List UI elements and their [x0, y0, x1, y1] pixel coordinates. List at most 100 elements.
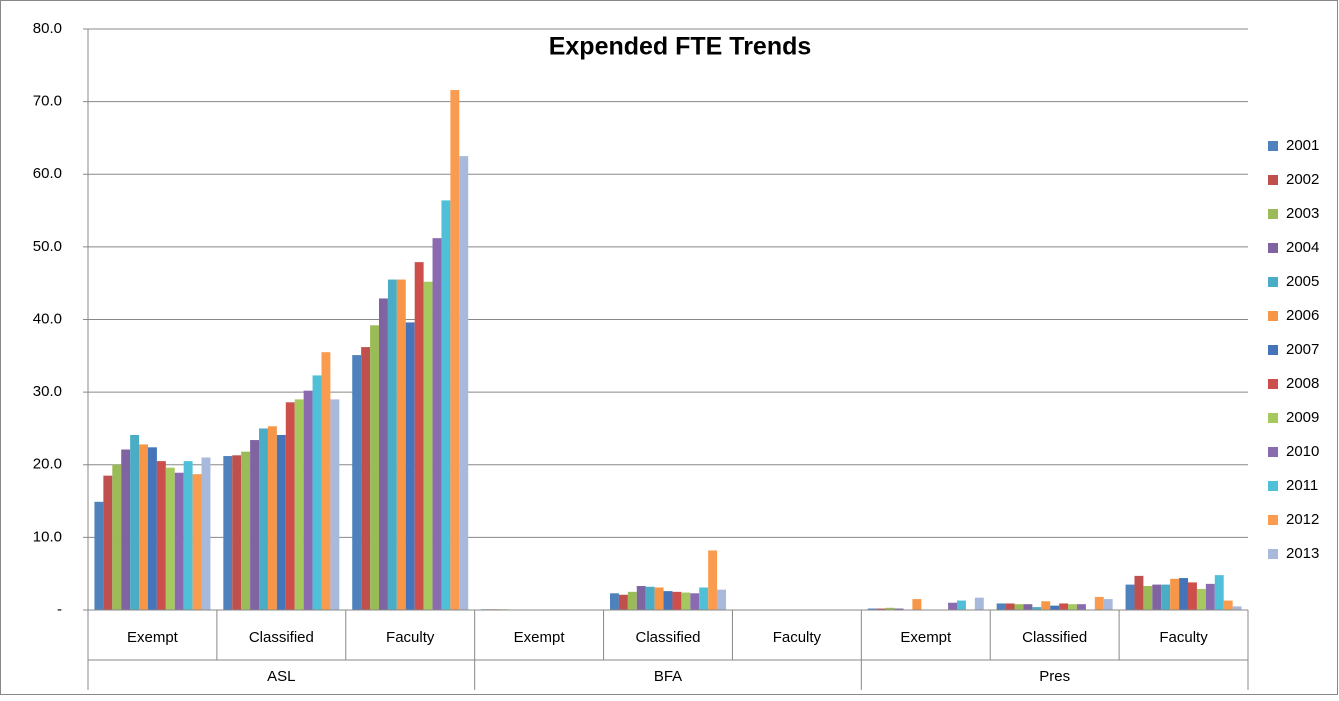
bar	[663, 591, 673, 610]
bar	[312, 375, 322, 610]
bar	[414, 262, 424, 610]
group-label: BFA	[654, 668, 682, 685]
bar	[627, 591, 637, 610]
legend-swatch	[1268, 515, 1278, 525]
bar	[1050, 605, 1060, 610]
bar	[130, 434, 140, 610]
bar	[147, 447, 157, 610]
bar	[387, 279, 397, 610]
bar	[672, 591, 682, 610]
chart-title: Expended FTE Trends	[549, 33, 812, 61]
bar	[681, 592, 691, 610]
legend-label: 2001	[1286, 137, 1319, 154]
bar	[192, 474, 202, 610]
legend-label: 2011	[1286, 477, 1318, 494]
bar	[974, 597, 984, 610]
bar	[139, 444, 148, 610]
y-tick-label: 60.0	[33, 165, 62, 182]
bar	[1032, 607, 1042, 610]
y-tick-label: 80.0	[33, 20, 62, 37]
bar	[1232, 606, 1242, 610]
legend-label: 2012	[1286, 511, 1319, 528]
bar	[876, 608, 886, 610]
bar	[1170, 578, 1180, 610]
bar	[654, 587, 664, 610]
bar	[1196, 588, 1206, 610]
bar	[459, 156, 469, 610]
y-tick-label: -	[57, 601, 62, 618]
legend-swatch	[1268, 481, 1278, 491]
x-tick-label: Exempt	[127, 629, 179, 646]
bar	[250, 440, 260, 610]
bar	[708, 550, 718, 610]
bar	[441, 200, 451, 610]
bar	[396, 279, 406, 610]
x-tick-label: Faculty	[773, 629, 822, 646]
group-label: ASL	[267, 668, 295, 685]
legend-swatch	[1268, 243, 1278, 253]
bar	[103, 475, 113, 610]
legend-swatch	[1268, 379, 1278, 389]
y-tick-label: 20.0	[33, 456, 62, 473]
legend-swatch	[1268, 447, 1278, 457]
legend-swatch	[1268, 549, 1278, 559]
bar	[1161, 584, 1171, 610]
bar	[1125, 584, 1135, 610]
bar	[303, 390, 313, 610]
bar	[276, 434, 286, 610]
legend-label: 2010	[1286, 443, 1319, 460]
x-tick-label: Classified	[1022, 629, 1087, 646]
bar	[885, 607, 895, 610]
legend-label: 2006	[1286, 307, 1319, 324]
bar	[948, 602, 958, 610]
bar	[1188, 582, 1197, 610]
x-tick-label: Classified	[249, 629, 314, 646]
bar	[717, 589, 726, 610]
bar	[201, 457, 211, 610]
bar	[957, 600, 966, 610]
bar	[112, 464, 122, 610]
bar	[223, 456, 233, 610]
bar	[330, 399, 340, 610]
legend-label: 2007	[1286, 341, 1319, 358]
bar	[1005, 603, 1015, 610]
legend-swatch	[1268, 413, 1278, 423]
legend-label: 2003	[1286, 205, 1319, 222]
bar	[1068, 604, 1077, 610]
bar	[1103, 599, 1113, 610]
x-tick-label: Exempt	[900, 629, 952, 646]
bar	[378, 298, 388, 610]
bar	[174, 472, 184, 610]
y-tick-label: 30.0	[33, 383, 62, 400]
bar	[1076, 604, 1086, 610]
bar	[241, 451, 251, 610]
bar	[285, 402, 295, 610]
legend-swatch	[1268, 345, 1278, 355]
bar	[867, 608, 877, 610]
x-tick-label: Faculty	[1159, 629, 1208, 646]
bar	[183, 461, 193, 610]
bar	[405, 322, 415, 610]
x-tick-label: Exempt	[514, 629, 566, 646]
bar	[361, 347, 371, 610]
bar	[912, 599, 922, 610]
bar	[259, 428, 268, 610]
bar	[94, 501, 104, 610]
legend-label: 2005	[1286, 273, 1319, 290]
bar	[1143, 586, 1153, 610]
bar	[1179, 578, 1189, 610]
legend-label: 2008	[1286, 375, 1319, 392]
bar	[610, 593, 619, 610]
bar	[1023, 604, 1033, 610]
bar	[1205, 583, 1215, 610]
y-tick-label: 70.0	[33, 93, 62, 110]
legend-label: 2009	[1286, 409, 1319, 426]
bar	[1041, 601, 1051, 610]
legend-swatch	[1268, 277, 1278, 287]
bar	[894, 608, 904, 610]
bar	[690, 593, 700, 610]
bar	[1014, 604, 1024, 610]
bar	[1214, 575, 1224, 610]
bar	[267, 426, 277, 610]
bar	[699, 587, 709, 610]
